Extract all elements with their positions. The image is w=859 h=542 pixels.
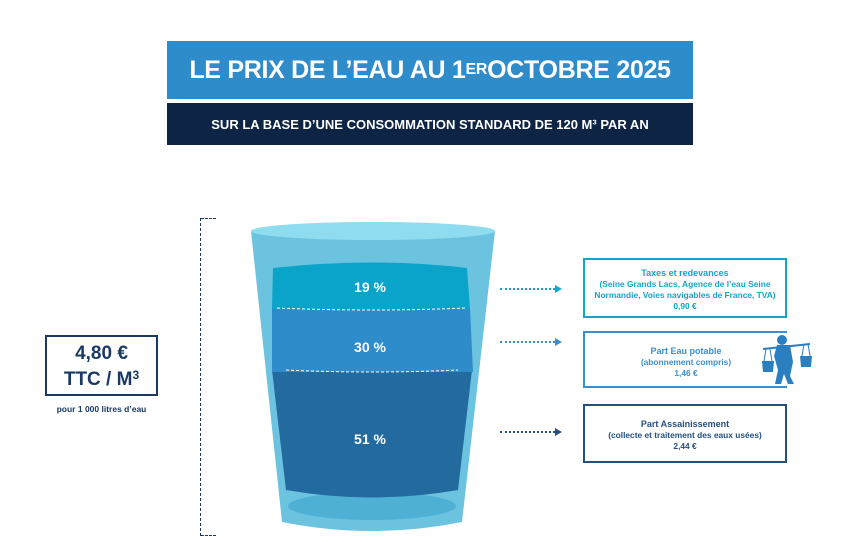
price-note: pour 1 000 litres d’eau	[56, 404, 147, 414]
water-carrier-icon	[762, 335, 812, 384]
info-value: 0,90 €	[673, 301, 697, 311]
info-title: Taxes et redevances	[641, 268, 729, 278]
info-desc-line: Normandie, Voies navigables de France, T…	[594, 290, 776, 300]
arrow-assainissement-icon	[500, 428, 562, 436]
pct-eau-potable: 30 %	[354, 339, 386, 355]
title-text: LE PRIX DE L’EAU AU 1	[189, 55, 466, 84]
layer-eau-potable	[272, 308, 473, 372]
info-value: 2,44 €	[673, 441, 697, 451]
dashed-bracket	[200, 218, 217, 536]
title-text-end: OCTOBRE 2025	[487, 55, 671, 84]
info-desc-line: (collecte et traitement des eaux usées)	[608, 430, 762, 440]
arrow-taxes-icon	[500, 285, 562, 293]
price-unit: TTC / M3	[47, 364, 156, 391]
layer-assainissement	[272, 370, 472, 498]
info-desc-line: (Seine Grands Lacs, Agence de l’eau Sein…	[599, 279, 771, 289]
page-title: LE PRIX DE L’EAU AU 1 ER OCTOBRE 2025	[167, 41, 693, 99]
total-price-box: 4,80 € TTC / M3	[45, 335, 158, 396]
info-box-taxes: Taxes et redevances (Seine Grands Lacs, …	[583, 258, 787, 318]
info-title: Part Assainissement	[640, 419, 730, 429]
info-box-eau-potable: Part Eau potable (abonnement compris) 1,…	[583, 331, 787, 388]
page-subtitle: SUR LA BASE D’UNE CONSOMMATION STANDARD …	[167, 103, 693, 145]
layer-taxes	[272, 262, 470, 309]
info-desc-line: (abonnement compris)	[640, 357, 732, 367]
info-box-assainissement: Part Assainissement (collecte et traitem…	[583, 404, 787, 463]
subtitle-text: SUR LA BASE D’UNE CONSOMMATION STANDARD …	[211, 116, 649, 132]
arrow-eau-potable-icon	[500, 338, 562, 346]
price-unit-text: TTC / M	[63, 369, 133, 390]
pct-taxes: 19 %	[354, 279, 386, 295]
info-value: 1,46 €	[674, 368, 698, 378]
title-superscript: ER	[465, 61, 488, 78]
info-title: Part Eau potable	[650, 346, 722, 356]
pct-assainissement: 51 %	[354, 431, 386, 447]
price-amount: 4,80 €	[75, 343, 128, 364]
price-unit-sup: 3	[132, 368, 140, 382]
